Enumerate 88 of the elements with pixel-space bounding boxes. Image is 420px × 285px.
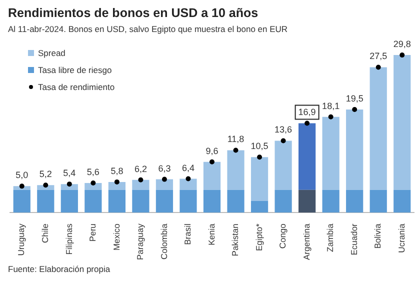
bar bbox=[203, 162, 221, 190]
bar bbox=[346, 190, 364, 213]
point bbox=[304, 120, 310, 126]
x-tick-label: Brasil bbox=[182, 224, 193, 245]
x-tick-label: Zambia bbox=[325, 223, 336, 252]
bar bbox=[156, 190, 174, 213]
data-label: 13,6 bbox=[274, 124, 292, 135]
bar bbox=[203, 190, 221, 213]
data-label: 5,8 bbox=[110, 166, 124, 176]
bar bbox=[180, 190, 197, 213]
point bbox=[186, 176, 191, 182]
x-tick-label: Peru bbox=[88, 223, 98, 242]
x-tick-label: Argentina bbox=[301, 223, 312, 260]
data-label: 5,6 bbox=[86, 166, 100, 177]
data-label: 27,5 bbox=[370, 51, 388, 62]
data-label: 16,9 bbox=[298, 107, 316, 118]
data-label: 5,2 bbox=[39, 169, 52, 180]
data-label: 10,5 bbox=[250, 141, 268, 152]
bar bbox=[298, 123, 316, 190]
point bbox=[233, 148, 238, 153]
x-tick-label: Bolivia bbox=[372, 223, 383, 249]
point bbox=[210, 159, 214, 164]
text: Al 11-abr-2024. Bonos en USD, salvo Egipto que muestra el bono en EUR bbox=[8, 24, 288, 34]
bar bbox=[37, 190, 54, 213]
bar bbox=[322, 116, 340, 190]
bar bbox=[60, 184, 78, 190]
bar bbox=[60, 190, 78, 213]
bar bbox=[322, 190, 340, 213]
point bbox=[43, 182, 48, 188]
source-note: Fuente: Elaboración propia bbox=[8, 264, 110, 274]
bar bbox=[250, 157, 268, 201]
data-label: 18,1 bbox=[322, 100, 340, 111]
x-tick-label: Chile bbox=[40, 223, 50, 243]
x-tick-label: Ucrania bbox=[396, 223, 406, 253]
bar bbox=[132, 180, 150, 190]
bar bbox=[394, 190, 411, 213]
bar bbox=[84, 190, 102, 213]
data-label: 6,2 bbox=[134, 164, 147, 174]
point bbox=[90, 180, 96, 186]
bar bbox=[156, 179, 174, 190]
point bbox=[114, 179, 120, 184]
bar bbox=[132, 190, 150, 213]
data-label: 11,8 bbox=[227, 134, 244, 144]
legend-label: Tasa libre de riesgo bbox=[38, 64, 112, 74]
bar bbox=[370, 190, 387, 213]
data-label: 29,8 bbox=[393, 39, 411, 50]
bar bbox=[346, 110, 364, 190]
x-tick-label: Uruguay bbox=[16, 222, 26, 256]
point bbox=[138, 177, 144, 182]
text: Rendimientos de bonos en USD a 10 años bbox=[8, 6, 258, 20]
point bbox=[19, 184, 24, 189]
x-tick-label: Ecuador bbox=[348, 223, 359, 256]
data-label: 9,6 bbox=[206, 146, 218, 156]
x-tick-label: Mexico bbox=[111, 223, 122, 251]
x-tick-label: Paraguay bbox=[135, 222, 146, 260]
data-label: 6,4 bbox=[182, 162, 194, 173]
bar bbox=[298, 190, 316, 213]
x-tick-label: Filipinas bbox=[64, 224, 74, 255]
point bbox=[280, 138, 286, 144]
bar bbox=[13, 190, 30, 213]
x-tick-label: Kenia bbox=[206, 223, 216, 246]
x-tick-label: Egipto* bbox=[254, 222, 264, 252]
x-tick-label: Pakistan bbox=[230, 223, 240, 256]
point bbox=[376, 64, 381, 70]
point bbox=[257, 154, 262, 160]
point bbox=[352, 107, 358, 112]
data-label: 19,5 bbox=[346, 94, 364, 104]
point bbox=[400, 52, 405, 58]
bar bbox=[370, 67, 387, 190]
bar bbox=[274, 140, 292, 190]
point bbox=[162, 176, 167, 182]
data-label: 5,0 bbox=[16, 170, 28, 180]
bar bbox=[250, 200, 268, 213]
data-label: 5,4 bbox=[63, 168, 76, 178]
x-tick-label: Colombia bbox=[158, 223, 169, 260]
bar bbox=[394, 55, 411, 190]
legend-label: Spread bbox=[38, 48, 66, 58]
bar bbox=[274, 190, 292, 213]
data-label: 6,3 bbox=[158, 163, 171, 174]
bar bbox=[227, 150, 244, 190]
legend-label: Tasa de rendimiento bbox=[38, 82, 115, 92]
x-tick-label: Congo bbox=[278, 223, 288, 249]
bar bbox=[108, 190, 126, 213]
bar bbox=[180, 178, 197, 190]
bar bbox=[108, 182, 126, 190]
bar bbox=[227, 190, 244, 213]
bar bbox=[84, 183, 102, 190]
point bbox=[328, 114, 334, 120]
